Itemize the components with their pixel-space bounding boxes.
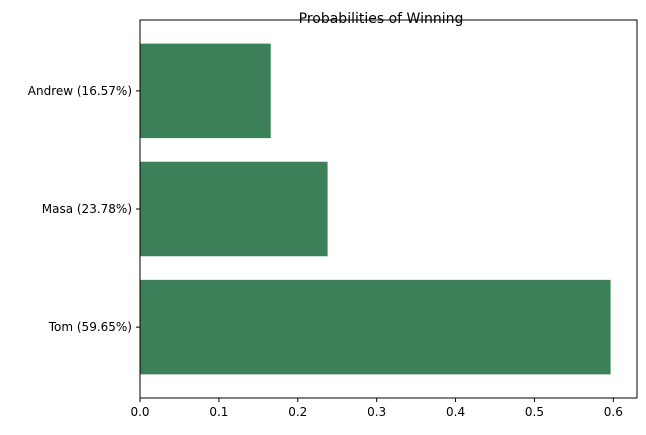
bars-layer <box>140 43 611 375</box>
y-tick-label: Tom (59.65%) <box>48 320 132 334</box>
bar <box>140 43 271 139</box>
x-tick-label: 0.2 <box>288 405 307 419</box>
y-tick-label: Andrew (16.57%) <box>28 84 132 98</box>
x-tick-label: 0.5 <box>525 405 544 419</box>
bar <box>140 279 611 375</box>
x-tick-label: 0.3 <box>367 405 386 419</box>
x-tick-label: 0.4 <box>446 405 465 419</box>
x-axis: 0.0 0.1 0.2 0.3 0.4 0.5 0.6 <box>130 398 623 419</box>
y-tick-label: Masa (23.78%) <box>42 202 132 216</box>
y-axis: Tom (59.65%) Masa (23.78%) Andrew (16.57%) <box>28 84 140 334</box>
x-tick-label: 0.0 <box>130 405 149 419</box>
bar <box>140 161 328 257</box>
x-tick-label: 0.1 <box>209 405 228 419</box>
chart-title: Probabilities of Winning <box>299 11 464 27</box>
x-tick-label: 0.6 <box>604 405 623 419</box>
